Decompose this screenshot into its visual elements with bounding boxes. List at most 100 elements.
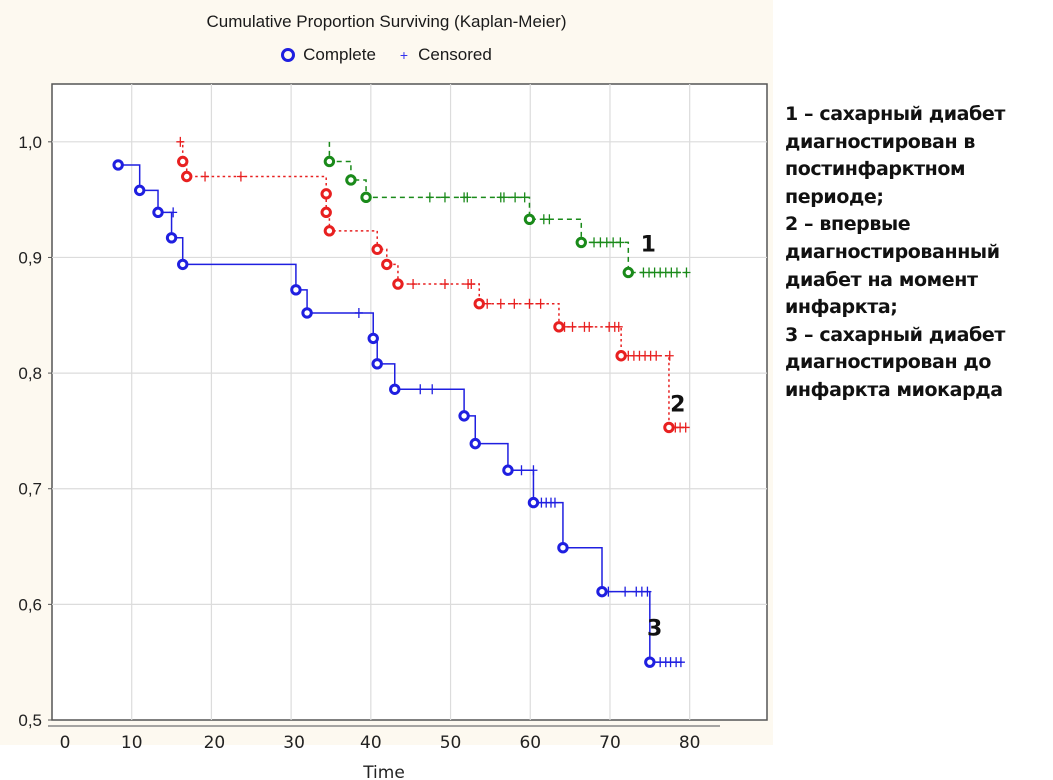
complete-mark bbox=[320, 188, 332, 200]
censored-mark bbox=[510, 298, 519, 309]
censored-mark bbox=[511, 192, 520, 203]
complete-mark bbox=[553, 321, 565, 333]
censored-mark bbox=[621, 586, 630, 597]
complete-mark bbox=[301, 307, 313, 319]
censored-mark bbox=[176, 136, 185, 147]
censored-mark bbox=[467, 279, 476, 290]
x-tick-label: 70 bbox=[599, 733, 621, 753]
censored-mark bbox=[676, 657, 685, 668]
censored-mark bbox=[440, 279, 449, 290]
y-tick-label: 0,9 bbox=[18, 248, 42, 267]
x-tick-label: 10 bbox=[121, 733, 143, 753]
survival-curve-2 bbox=[180, 141, 687, 429]
censored-mark bbox=[499, 192, 508, 203]
annotation-line: периоде; bbox=[785, 185, 884, 208]
grid bbox=[52, 84, 767, 720]
complete-mark bbox=[663, 421, 675, 434]
censored-mark bbox=[520, 192, 529, 203]
complete-mark bbox=[615, 350, 627, 362]
censored-mark bbox=[409, 279, 418, 290]
survival-curve-3 bbox=[118, 164, 682, 663]
complete-mark bbox=[360, 191, 372, 204]
annotation-line: постинфарктном bbox=[785, 158, 966, 181]
complete-mark bbox=[473, 298, 485, 310]
x-tick-label: 0 bbox=[60, 733, 71, 753]
censored-mark bbox=[614, 321, 623, 332]
annotation-line: диагностирован в bbox=[785, 130, 976, 153]
censored-mark bbox=[665, 350, 674, 361]
chart-title: Cumulative Proportion Surviving (Kaplan-… bbox=[206, 12, 567, 31]
y-tick-label: 0,7 bbox=[18, 480, 42, 499]
censored-mark bbox=[463, 192, 472, 203]
censored-mark bbox=[354, 307, 363, 318]
censored-mark bbox=[529, 465, 538, 476]
complete-mark bbox=[371, 358, 383, 370]
x-tick-label: 50 bbox=[440, 733, 462, 753]
complete-mark bbox=[320, 206, 332, 219]
complete-mark bbox=[152, 206, 164, 219]
complete-mark bbox=[165, 232, 178, 244]
censored-mark bbox=[425, 192, 434, 203]
legend-censored-label: Censored bbox=[418, 44, 492, 64]
x-tick-label: 30 bbox=[283, 733, 305, 753]
curve-label-3: 3 bbox=[647, 617, 662, 642]
complete-mark bbox=[290, 284, 302, 296]
censored-mark bbox=[525, 298, 534, 309]
complete-mark bbox=[177, 155, 189, 168]
complete-mark bbox=[557, 542, 569, 554]
x-tick-label: 60 bbox=[519, 733, 541, 753]
complete-mark bbox=[323, 155, 336, 168]
censored-mark bbox=[496, 298, 505, 309]
complete-mark bbox=[622, 266, 635, 279]
censored-mark bbox=[616, 237, 625, 248]
censored-mark bbox=[643, 586, 652, 597]
x-axis: 0 10 20 30 40 50 60 70 80 bbox=[48, 725, 720, 753]
censored-mark bbox=[609, 237, 618, 248]
curves: 1 2 3 bbox=[112, 136, 691, 668]
survival-curve-1 bbox=[328, 141, 688, 274]
y-tick-label: 0,6 bbox=[18, 595, 42, 614]
complete-mark bbox=[112, 159, 124, 171]
complete-mark bbox=[575, 236, 587, 249]
complete-mark bbox=[133, 184, 146, 197]
annotation-line: 1 – сахарный диабет bbox=[785, 103, 1005, 125]
complete-mark bbox=[371, 243, 383, 256]
series-2: 2 bbox=[176, 136, 690, 434]
complete-mark bbox=[392, 278, 404, 290]
censored-mark bbox=[681, 422, 690, 433]
x-tick-label: 80 bbox=[679, 733, 701, 753]
censored-mark bbox=[201, 171, 210, 182]
km-chart: 0,5 0,6 0,7 0,8 0,9 1,0 0 10 20 30 40 50 60 70 80 1 2 3… bbox=[18, 83, 768, 780]
complete-mark bbox=[381, 258, 393, 271]
legend: Complete + Censored bbox=[0, 44, 773, 65]
censored-mark bbox=[550, 497, 559, 508]
y-tick-label: 0,5 bbox=[18, 711, 42, 730]
complete-mark bbox=[596, 585, 608, 598]
censored-mark bbox=[682, 267, 691, 278]
annotation-line: 2 – впервые bbox=[785, 213, 911, 236]
annotation-line: инфаркта миокарда bbox=[785, 378, 1003, 401]
censored-mark bbox=[416, 384, 425, 395]
legend-complete-label: Complete bbox=[303, 44, 376, 64]
censored-mark bbox=[585, 321, 594, 332]
complete-mark bbox=[389, 383, 401, 395]
complete-mark bbox=[469, 437, 481, 450]
censored-mark bbox=[517, 465, 526, 476]
complete-mark bbox=[644, 656, 656, 668]
censored-mark bbox=[236, 171, 245, 182]
censored-mark bbox=[428, 384, 437, 395]
complete-mark bbox=[502, 464, 514, 476]
complete-mark bbox=[367, 332, 379, 345]
annotation-line: диабет на момент bbox=[785, 268, 978, 291]
annotation-line: 3 – сахарный диабет bbox=[785, 323, 1005, 346]
censored-mark bbox=[440, 192, 449, 203]
legend-censored-marker-icon: + bbox=[399, 46, 409, 63]
complete-mark bbox=[523, 213, 536, 225]
censored-mark bbox=[536, 298, 545, 309]
censored-mark bbox=[568, 321, 577, 332]
series-1: 1 bbox=[323, 141, 691, 279]
group-annotation: 1 – сахарный диабет диагностирован в пости… bbox=[785, 101, 1050, 405]
censored-mark bbox=[169, 207, 178, 218]
y-axis: 0,5 0,6 0,7 0,8 0,9 1,0 bbox=[18, 133, 52, 730]
curve-label-2: 2 bbox=[670, 392, 685, 417]
